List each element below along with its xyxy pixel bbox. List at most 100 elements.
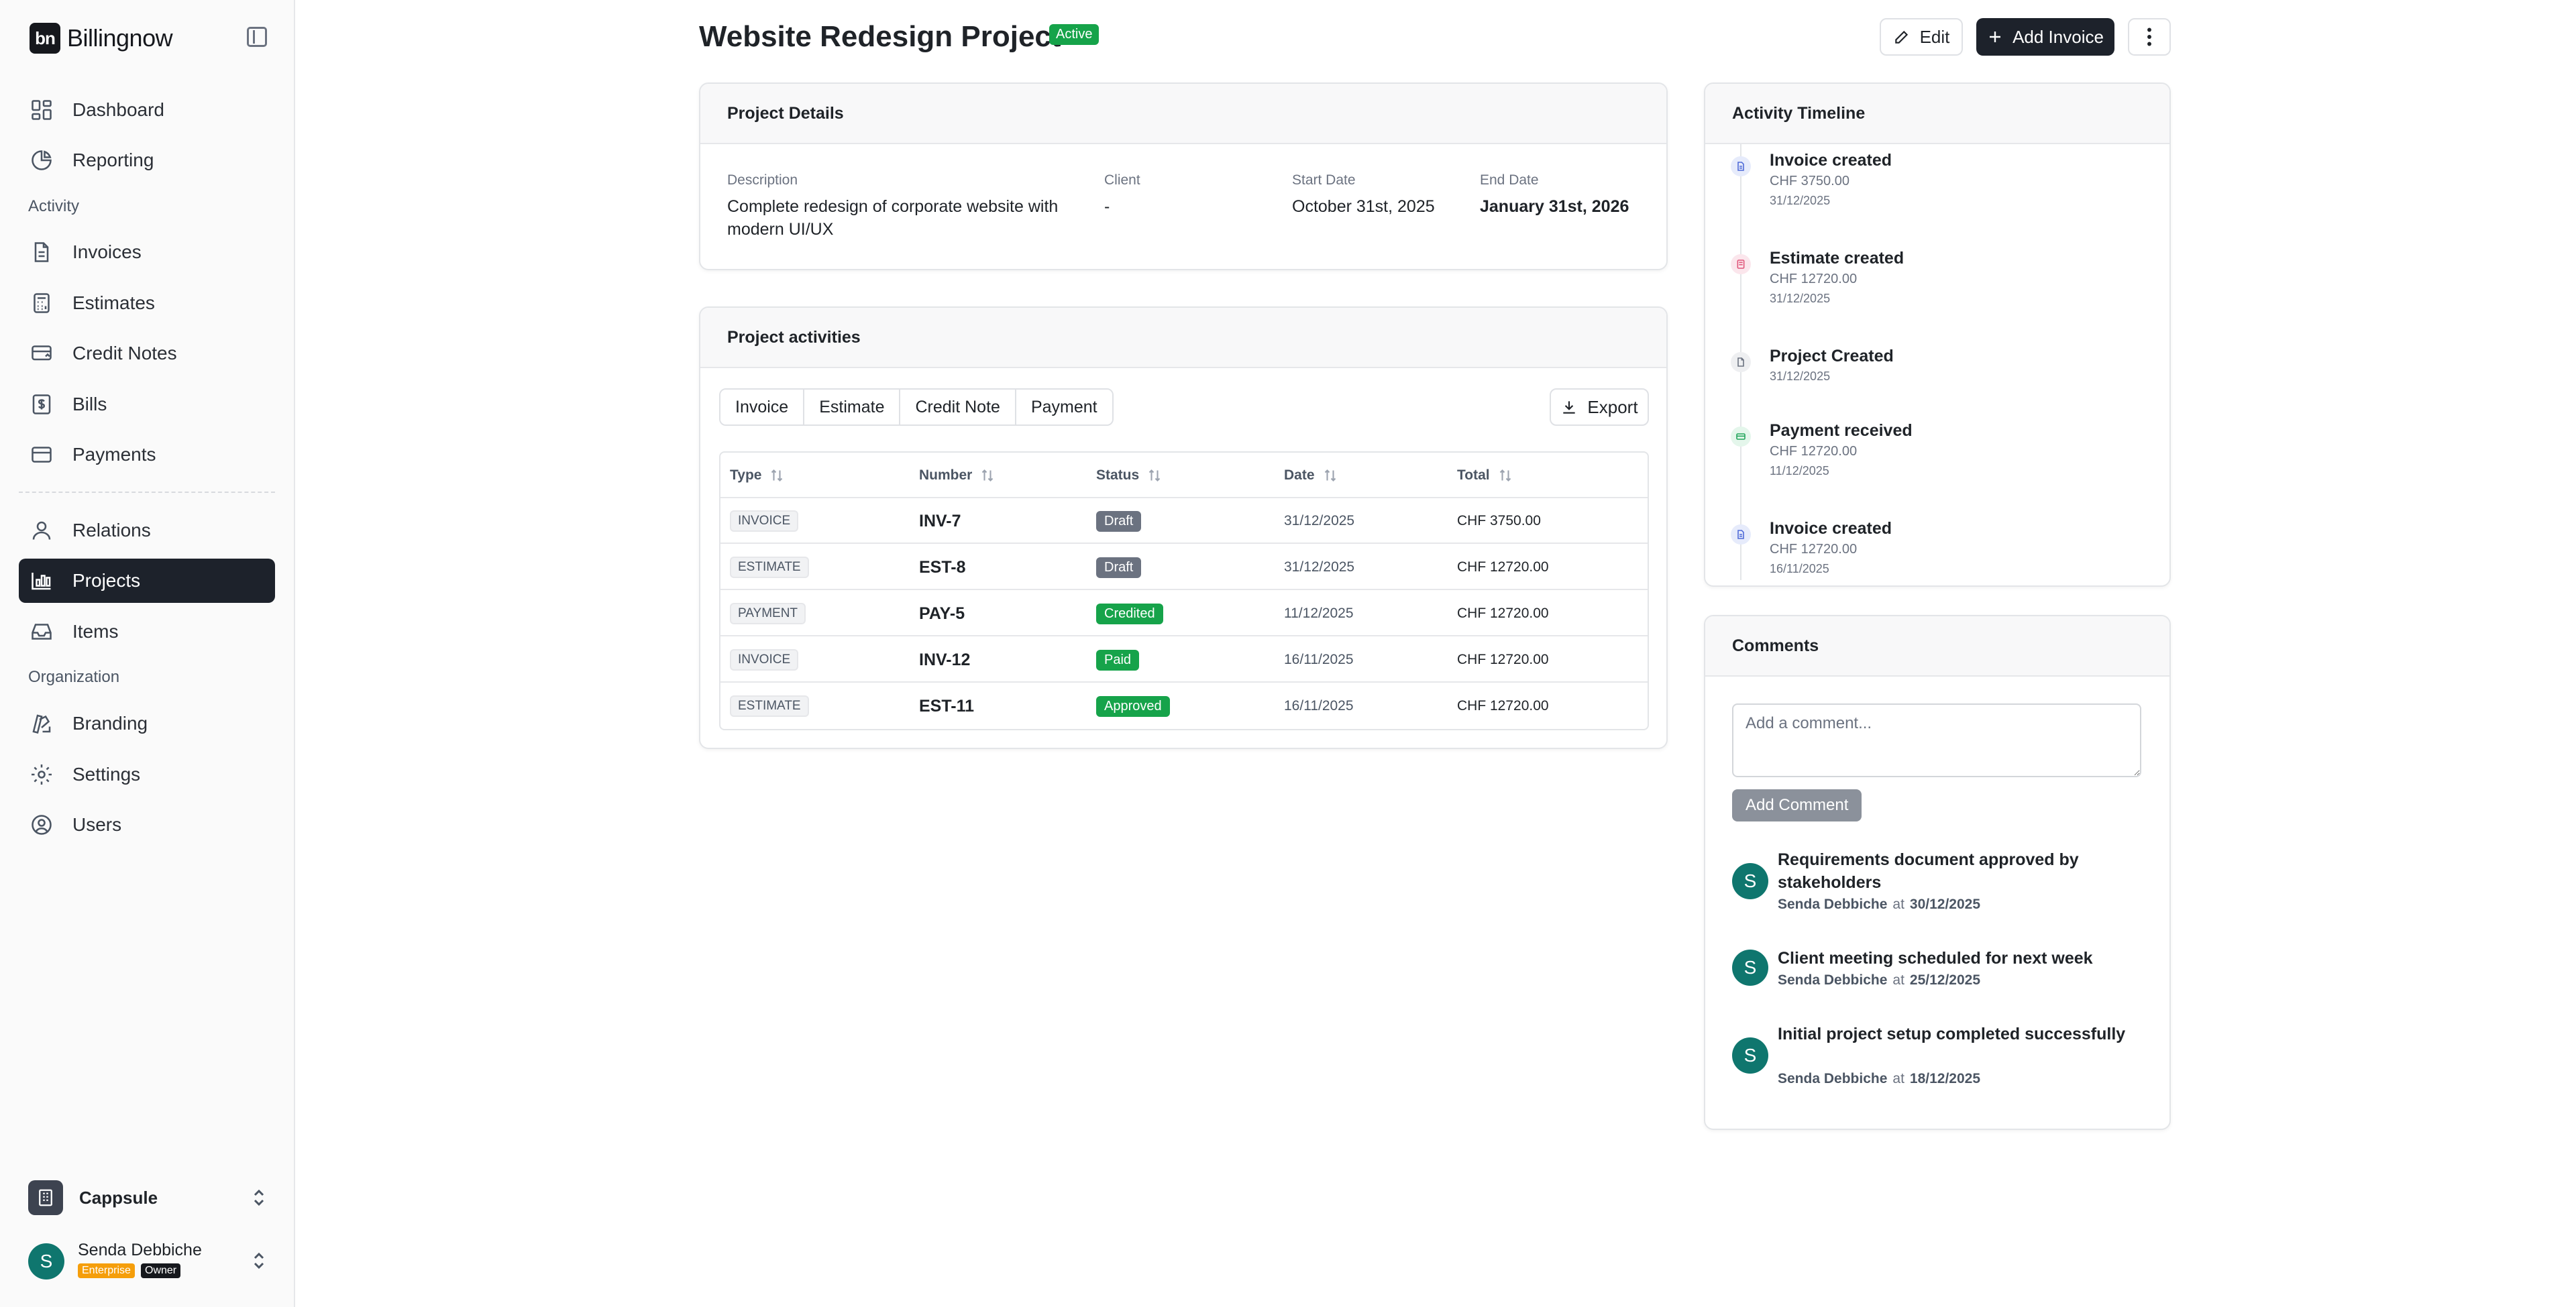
column-header-status[interactable]: Status <box>1096 453 1161 498</box>
document-number[interactable]: INV-12 <box>919 650 971 669</box>
sidebar-item-label: Invoices <box>72 241 142 262</box>
export-button[interactable]: Export <box>1550 388 1649 426</box>
sidebar-item-payments[interactable]: Payments <box>19 433 275 477</box>
comment-date: 30/12/2025 <box>1909 897 1981 912</box>
card-title: Project Details <box>700 84 1666 144</box>
date-cell: 31/12/2025 <box>1284 513 1355 528</box>
comment-text: Client meeting scheduled for next week <box>1778 949 2093 968</box>
sort-icon <box>1148 469 1161 481</box>
sidebar-item-projects[interactable]: Projects <box>19 559 275 603</box>
comment-date: 18/12/2025 <box>1909 1071 1981 1086</box>
timeline-amount: CHF 3750.00 <box>1770 174 1849 188</box>
description-label: Description <box>727 172 798 188</box>
comment-at: at <box>1892 972 1904 988</box>
export-label: Export <box>1587 396 1638 417</box>
comment-author: Senda Debbiche <box>1778 1071 1888 1086</box>
sidebar-item-invoices[interactable]: Invoices <box>19 230 275 274</box>
tab-estimate[interactable]: Estimate <box>804 390 901 424</box>
sidebar: bn Billingnow Dashboard Reporting Activi… <box>0 0 295 1307</box>
sidebar-item-items[interactable]: Items <box>19 610 275 654</box>
user-switcher[interactable]: S Senda Debbiche Enterprise Owner <box>28 1239 270 1282</box>
brand-logo: bn <box>30 23 60 54</box>
comment-input[interactable] <box>1732 703 2141 777</box>
organization-switcher[interactable]: Cappsule <box>28 1179 270 1216</box>
type-badge: INVOICE <box>730 510 799 532</box>
column-header-number[interactable]: Number <box>919 453 994 498</box>
sort-icon <box>1499 469 1511 481</box>
role-badge: Owner <box>141 1263 181 1278</box>
column-header-date[interactable]: Date <box>1284 453 1336 498</box>
more-options-button[interactable] <box>2128 18 2171 56</box>
sidebar-item-dashboard[interactable]: Dashboard <box>19 88 275 132</box>
type-badge: PAYMENT <box>730 603 806 624</box>
add-invoice-button[interactable]: Add Invoice <box>1976 18 2114 56</box>
type-badge: INVOICE <box>730 649 799 671</box>
sidebar-toggle-icon[interactable] <box>247 27 267 47</box>
building-icon <box>28 1180 63 1215</box>
sidebar-item-estimates[interactable]: Estimates <box>19 281 275 325</box>
sidebar-item-label: Dashboard <box>72 99 164 120</box>
tab-credit-note[interactable]: Credit Note <box>900 390 1016 424</box>
column-header-type[interactable]: Type <box>730 453 783 498</box>
user-name: Senda Debbiche <box>78 1241 202 1259</box>
document-number[interactable]: INV-7 <box>919 511 961 530</box>
column-label: Number <box>919 467 973 483</box>
tab-invoice[interactable]: Invoice <box>720 390 805 424</box>
timeline-title: Payment received <box>1770 421 1913 440</box>
timeline-title: Estimate created <box>1770 249 1904 268</box>
tab-payment[interactable]: Payment <box>1016 390 1112 424</box>
edit-button[interactable]: Edit <box>1880 18 1963 56</box>
table-row[interactable]: PAYMENT PAY-5 Credited 11/12/2025 CHF 12… <box>720 591 1648 636</box>
sidebar-item-reporting[interactable]: Reporting <box>19 138 275 182</box>
column-header-total[interactable]: Total <box>1457 453 1511 498</box>
table-row[interactable]: ESTIMATE EST-11 Approved 16/11/2025 CHF … <box>720 683 1648 729</box>
comments-card: Comments Add Comment S Requirements docu… <box>1704 615 2171 1130</box>
document-number[interactable]: PAY-5 <box>919 604 965 623</box>
type-badge: ESTIMATE <box>730 557 809 578</box>
timeline-amount: CHF 12720.00 <box>1770 542 1858 557</box>
sidebar-item-bills[interactable]: Bills <box>19 382 275 427</box>
pie-chart-icon <box>30 148 54 172</box>
user-icon <box>30 518 54 543</box>
sidebar-item-credit-notes[interactable]: Credit Notes <box>19 331 275 376</box>
comment-text: Requirements document approved by stakeh… <box>1778 850 2079 892</box>
timeline-date: 11/12/2025 <box>1770 464 1829 477</box>
document-number[interactable]: EST-11 <box>919 696 974 716</box>
comment-date: 25/12/2025 <box>1909 972 1981 988</box>
sidebar-item-label: Users <box>72 814 122 835</box>
timeline-date: 16/11/2025 <box>1770 562 1829 575</box>
status-badge: Paid <box>1096 649 1140 671</box>
comment-item: S Initial project setup completed succes… <box>1732 1023 2141 1096</box>
timeline-title: Project Created <box>1770 347 1894 365</box>
page-title: Website Redesign Project <box>699 20 1061 53</box>
table-row[interactable]: INVOICE INV-12 Paid 16/11/2025 CHF 12720… <box>720 637 1648 683</box>
timeline-date: 31/12/2025 <box>1770 292 1831 305</box>
sidebar-item-users[interactable]: Users <box>19 803 275 847</box>
file-icon <box>30 240 54 264</box>
status-badge: Approved <box>1096 695 1170 717</box>
start-date-label: Start Date <box>1292 172 1356 188</box>
add-comment-button[interactable]: Add Comment <box>1732 789 1862 821</box>
plus-icon <box>1990 32 2001 42</box>
table-row[interactable]: ESTIMATE EST-8 Draft 31/12/2025 CHF 1272… <box>720 545 1648 590</box>
total-cell: CHF 3750.00 <box>1457 513 1541 528</box>
estimate-icon <box>1731 254 1751 274</box>
column-label: Date <box>1284 467 1315 483</box>
brand[interactable]: bn Billingnow <box>30 23 173 54</box>
status-badge: Draft <box>1096 510 1142 532</box>
timeline-date: 31/12/2025 <box>1770 370 1831 383</box>
comment-author: Senda Debbiche <box>1778 972 1888 988</box>
comment-at: at <box>1892 1071 1904 1086</box>
document-number[interactable]: EST-8 <box>919 557 966 577</box>
inbox-icon <box>30 620 54 644</box>
table-row[interactable]: INVOICE INV-7 Draft 31/12/2025 CHF 3750.… <box>720 498 1648 544</box>
column-label: Total <box>1457 467 1490 483</box>
card-title: Comments <box>1705 616 2169 677</box>
status-badge: Active <box>1049 24 1099 45</box>
activity-timeline-card: Activity Timeline Invoice created CHF 37… <box>1704 82 2171 587</box>
sidebar-item-label: Credit Notes <box>72 343 177 363</box>
sidebar-item-branding[interactable]: Branding <box>19 701 275 746</box>
end-date-value: January 31st, 2026 <box>1480 197 1629 216</box>
sidebar-item-relations[interactable]: Relations <box>19 508 275 553</box>
sidebar-item-settings[interactable]: Settings <box>19 752 275 797</box>
